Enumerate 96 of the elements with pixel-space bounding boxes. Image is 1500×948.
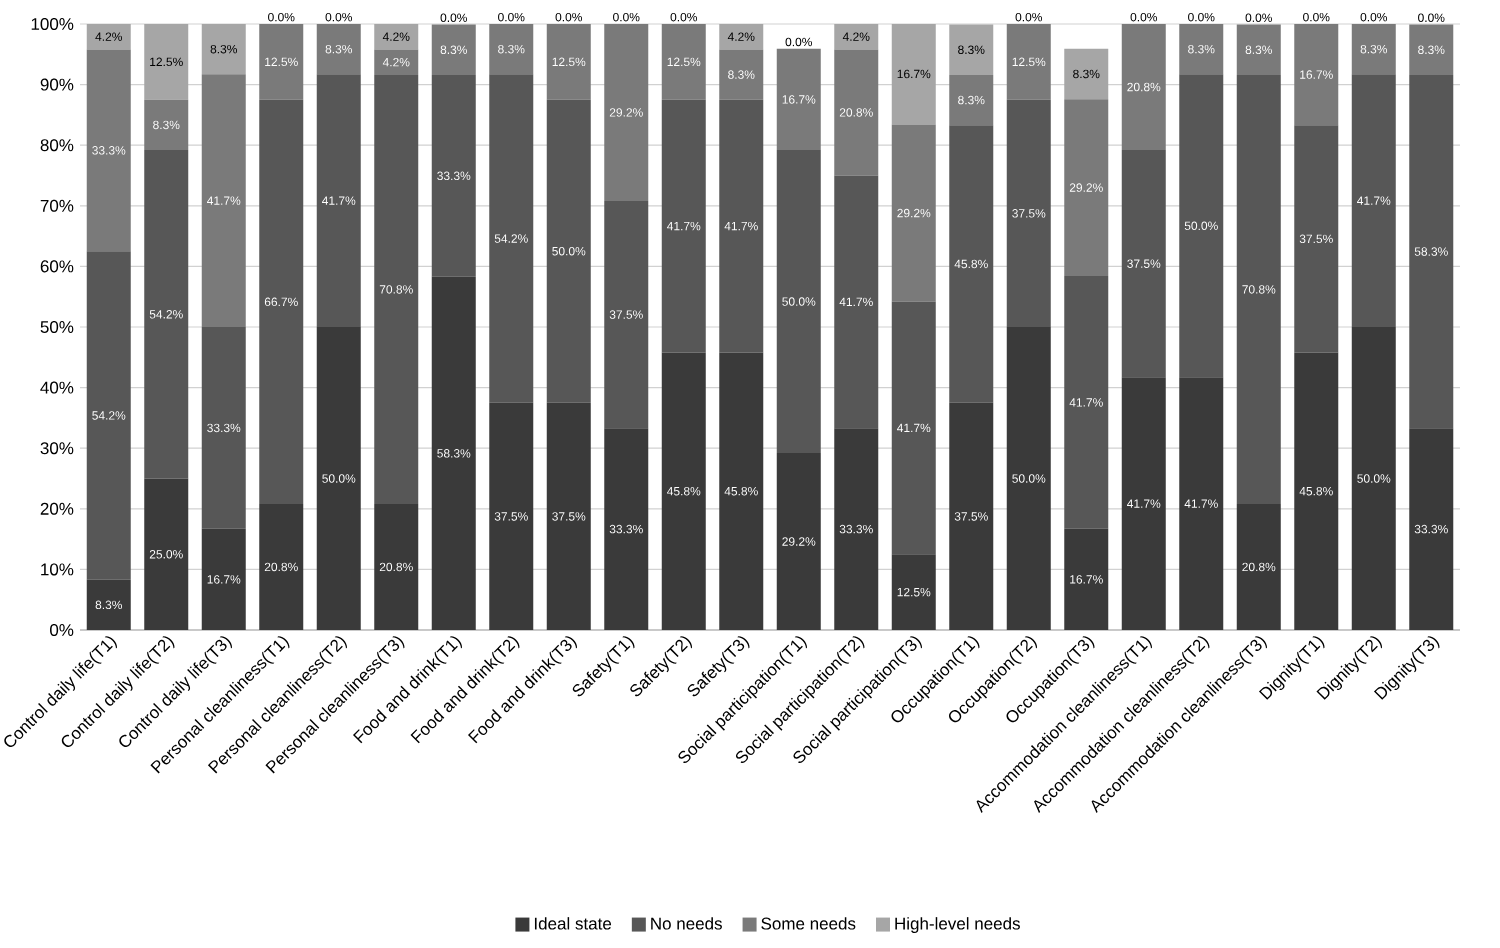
bar [834,23,879,50]
legend-label: Some needs [761,917,856,930]
bar [1236,503,1281,630]
bar [316,74,361,327]
bar [1179,23,1224,75]
bar [201,23,246,75]
bar [891,124,936,302]
y-tick-label: 40% [40,381,74,394]
bar [1179,377,1224,630]
bar [719,23,764,50]
bar [144,23,189,100]
bar [1351,74,1396,327]
bar [661,23,706,100]
bar [1064,528,1109,630]
y-tick-label: 60% [40,260,74,273]
bar [1236,74,1281,504]
bar [1294,23,1339,126]
bar [949,24,994,75]
bar [86,49,131,252]
bar [431,276,476,630]
bar [546,23,591,100]
y-tick-label: 20% [40,502,74,515]
bar [431,74,476,277]
y-tick-label: 50% [40,320,74,334]
bar [201,528,246,630]
bar [1006,99,1051,327]
bar [1409,74,1454,429]
bar [1179,74,1224,378]
y-tick-label: 80% [40,139,74,152]
bar [374,503,419,630]
bar [374,23,419,50]
bar [834,428,879,630]
bar [144,150,189,479]
bar [144,99,189,151]
bar [489,402,534,630]
bar [374,49,419,75]
bar [86,579,131,630]
legend-label: High-level needs [895,917,1020,933]
bar [316,327,361,630]
bar [661,352,706,630]
bar [86,251,131,580]
legend-label: Ideal state [534,917,612,930]
bar [776,453,821,630]
bar [1294,125,1339,353]
bar [489,23,534,75]
y-tick-label: 10% [41,563,74,576]
bar [1236,24,1281,75]
bar [719,352,764,630]
bar [1121,377,1166,630]
bar [1351,23,1396,75]
bar [776,48,821,151]
bar [1121,23,1166,151]
bar [374,74,419,504]
bar [891,23,936,125]
bar [834,175,879,429]
bar [891,301,936,555]
y-tick-label: 90% [40,78,74,91]
bar [604,428,649,630]
bar [86,23,131,50]
bar [949,74,994,126]
bar [1351,327,1396,630]
bar [1294,352,1339,630]
bar [949,402,994,630]
bar [259,99,304,504]
bar [316,23,361,75]
bar [201,327,246,529]
bar [259,503,304,630]
bar [489,74,534,403]
bar [546,402,591,630]
y-tick-label: 0% [50,623,74,637]
bar [1064,48,1109,100]
bar [949,125,994,403]
bar [431,24,476,75]
bar [776,150,821,454]
bar [1409,428,1454,630]
y-tick-label: 100% [31,17,74,30]
bar [719,49,764,100]
bar [144,478,189,630]
y-tick-label: 30% [40,442,74,455]
bar [1006,23,1051,100]
bar [891,554,936,630]
bar [1006,327,1051,630]
bar [1064,276,1109,529]
bar [604,23,649,201]
bar [719,99,764,353]
bar [1121,150,1166,378]
legend-label: No needs [651,917,722,930]
bar [1064,99,1109,277]
bar [1409,24,1454,75]
bar [201,74,246,327]
bar [661,99,706,353]
y-tick-label: 70% [40,199,74,212]
bar [259,23,304,100]
bar [546,99,591,403]
bar [834,49,879,176]
bar [604,200,649,429]
